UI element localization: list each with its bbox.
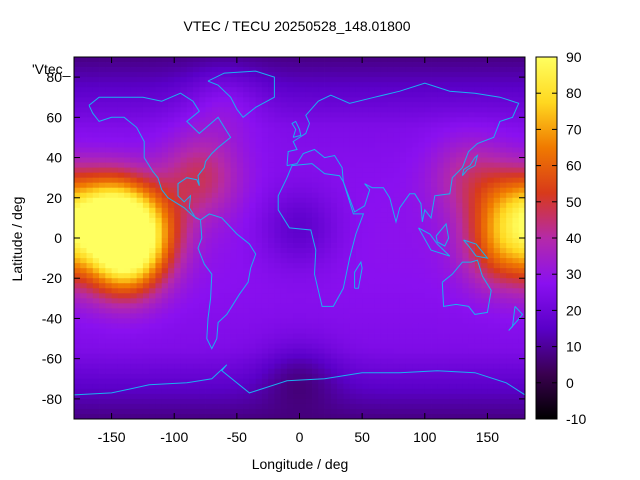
y-tick-label: 60 (46, 109, 62, 125)
y-tick-label: -60 (42, 351, 62, 367)
coastline (291, 120, 302, 138)
colorbar-tick-label: 0 (566, 375, 574, 391)
colorbar-tick-label: 90 (566, 49, 582, 65)
vtec-heatmap (74, 57, 525, 419)
x-tick-label: 100 (413, 429, 437, 445)
coastline (418, 227, 451, 257)
coastline (88, 92, 232, 221)
colorbar-tick-label: 10 (566, 339, 582, 355)
map-title: VTEC / TECU 20250528_148.01800 (183, 18, 411, 34)
colorbar-tick-label: 30 (566, 266, 582, 282)
y-tick-label: -40 (42, 310, 62, 326)
y-tick-label: 20 (46, 190, 62, 206)
colorbar-tick-label: -10 (566, 411, 586, 427)
key-title: 'Vtec_ (32, 61, 71, 77)
colorbar-tick-label: 60 (566, 158, 582, 174)
coastline (207, 70, 275, 119)
y-tick-label: -20 (42, 270, 62, 286)
x-tick-label: 50 (354, 429, 370, 445)
coastline (197, 213, 257, 350)
coastline (435, 222, 450, 247)
x-axis-label: Longitude / deg (251, 456, 349, 472)
coastline (441, 259, 492, 315)
x-tick-label: 0 (296, 429, 304, 445)
y-tick-label: -80 (42, 391, 62, 407)
colorbar-tick-label: 70 (566, 121, 582, 137)
coastline (508, 306, 524, 331)
y-tick-label: 0 (54, 230, 62, 246)
x-tick-label: 150 (476, 429, 500, 445)
coastlines (74, 70, 525, 396)
x-tick-label: -150 (98, 429, 126, 445)
colorbar-tick-label: 80 (566, 85, 582, 101)
colorbar-tick-label: 20 (566, 302, 582, 318)
y-tick-label: 40 (46, 150, 62, 166)
coastline (461, 154, 479, 177)
coastline (277, 163, 365, 307)
x-tick-label: -100 (160, 429, 188, 445)
y-axis-ticks: -80 -60 -40 -20 0 20 40 60 80 (42, 69, 525, 407)
coastline (74, 364, 525, 396)
colorbar-ticks: -10 0 10 20 30 40 50 60 70 80 90 (536, 49, 586, 427)
y-tick-label: 80 (46, 69, 62, 85)
colorbar-tick-label: 40 (566, 230, 582, 246)
colorbar-tick-label: 50 (566, 194, 582, 210)
coastline (286, 82, 520, 224)
coastline (354, 260, 363, 289)
x-axis-ticks: -150 -100 -50 0 50 100 150 (98, 57, 500, 445)
coastline (463, 239, 489, 259)
x-tick-label: -50 (227, 429, 247, 445)
